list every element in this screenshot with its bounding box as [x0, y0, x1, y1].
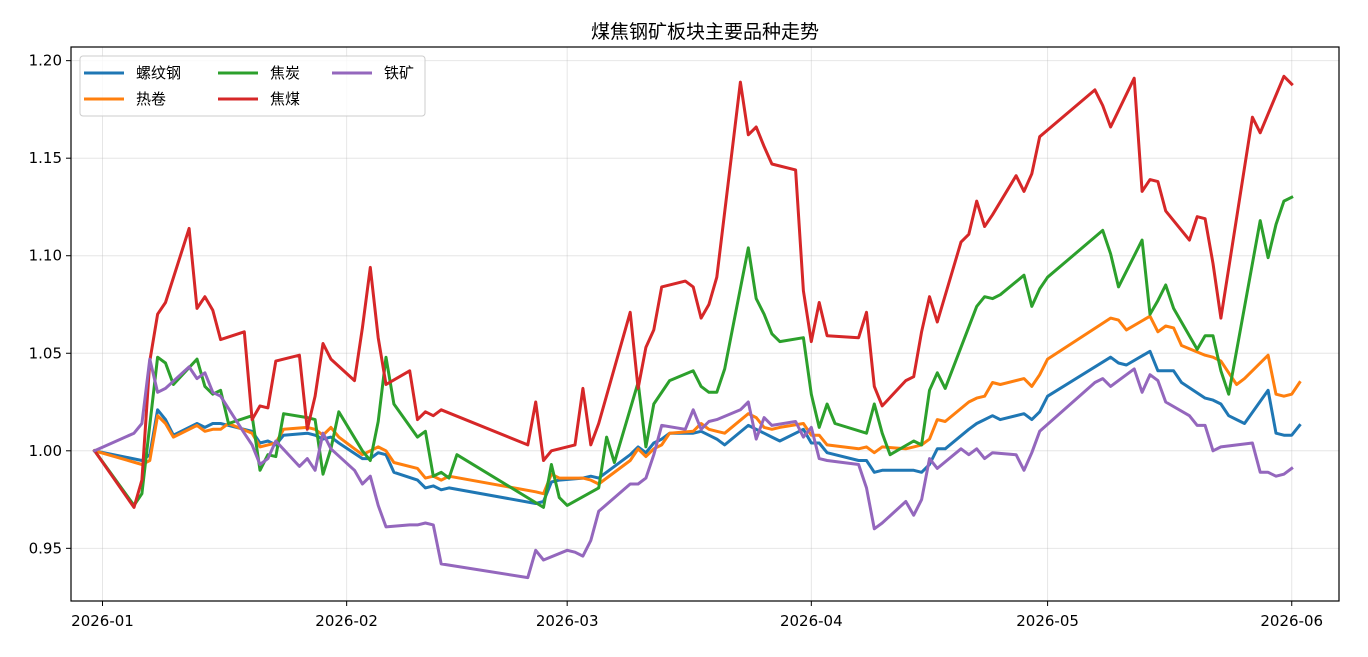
plot-area-frame	[70, 46, 1340, 602]
series-line	[92, 349, 1302, 505]
legend-label: 焦煤	[270, 90, 300, 108]
legend-box	[79, 55, 426, 117]
series-line	[92, 195, 1294, 509]
legend-label: 焦炭	[270, 64, 300, 82]
x-tick-label: 2026-04	[780, 612, 843, 630]
x-tick-label: 2026-06	[1260, 612, 1323, 630]
legend-label: 螺纹钢	[136, 64, 181, 82]
x-tick-label: 2026-03	[536, 612, 599, 630]
legend-label: 铁矿	[384, 64, 414, 82]
grid	[71, 47, 1339, 601]
x-axis: 2026-01 2026-02 2026-03 2026-04 2026-05 2026-…	[71, 601, 1323, 630]
series-lines	[92, 74, 1302, 580]
y-tick-label: 1.20	[29, 52, 62, 70]
y-axis: 0.95 1.00 1.05 1.10 1.15 1.20	[29, 52, 71, 557]
y-tick-label: 1.10	[29, 247, 62, 265]
y-tick-label: 1.05	[29, 344, 62, 362]
series-line	[92, 357, 1294, 580]
chart-title: 煤焦钢矿板块主要品种走势	[591, 21, 819, 43]
y-tick-label: 0.95	[29, 539, 62, 557]
legend-label: 热卷	[136, 90, 166, 108]
x-tick-label: 2026-01	[71, 612, 134, 630]
series-line	[92, 74, 1294, 509]
x-tick-label: 2026-05	[1016, 612, 1079, 630]
x-tick-label: 2026-02	[315, 612, 378, 630]
y-tick-label: 1.00	[29, 442, 62, 460]
y-tick-label: 1.15	[29, 149, 62, 167]
series-line	[92, 314, 1302, 496]
